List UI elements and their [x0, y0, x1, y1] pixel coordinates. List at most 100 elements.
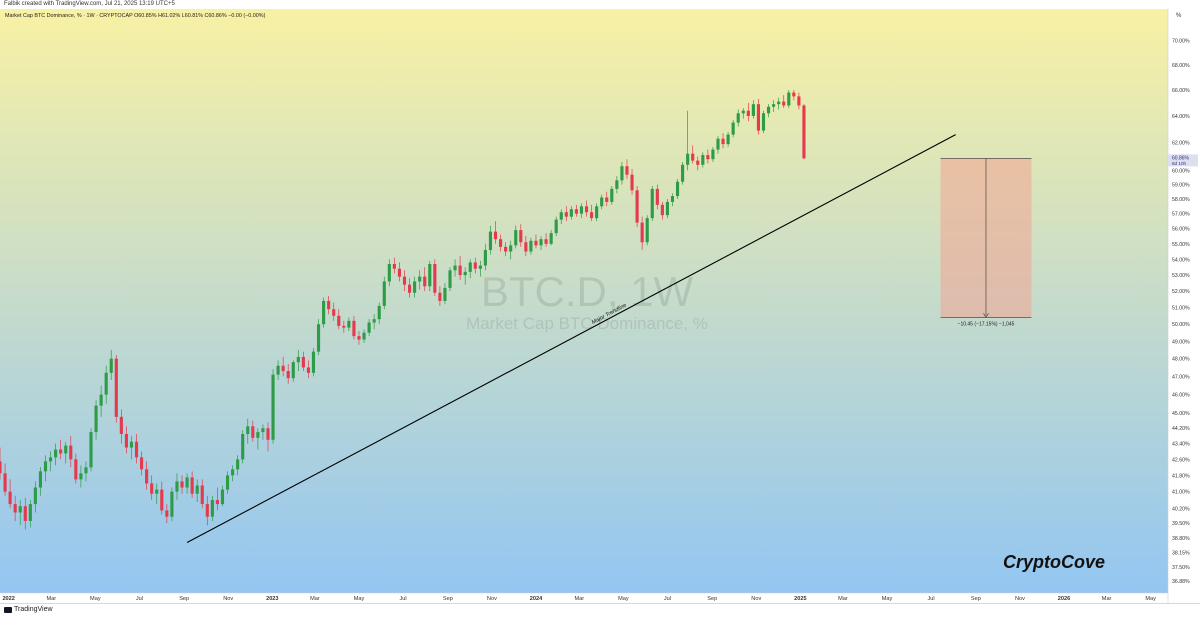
x-tick-label: Mar	[46, 596, 56, 602]
tradingview-logo[interactable]: TradingView	[4, 606, 53, 613]
candle-down	[756, 98, 761, 135]
y-tick-label: 41.80%	[1172, 473, 1190, 479]
candle-up	[766, 104, 771, 118]
candle-body	[276, 365, 280, 375]
candle-body	[84, 467, 88, 474]
x-tick-label: Jul	[664, 596, 671, 602]
candle-body	[134, 441, 139, 458]
candle-up	[155, 483, 159, 505]
candle-body	[402, 276, 407, 285]
candle-down	[519, 224, 523, 247]
candle-body	[640, 222, 644, 243]
major-trendline[interactable]	[186, 134, 956, 544]
candle-up	[296, 349, 300, 372]
candle-body	[281, 365, 285, 372]
candle-down	[205, 495, 209, 526]
candle-body	[792, 92, 796, 97]
candle-body	[114, 358, 118, 417]
candle-up	[443, 283, 447, 305]
candle-body	[8, 491, 12, 505]
candle-body	[650, 188, 654, 219]
candle-down	[327, 296, 331, 315]
candle-body	[13, 504, 17, 513]
candle-down	[180, 475, 184, 494]
candle-up	[610, 186, 614, 205]
candle-body	[357, 336, 361, 340]
candle-body	[625, 166, 629, 175]
candle-body	[387, 263, 391, 282]
candle-body	[686, 153, 690, 165]
candle-up	[549, 230, 553, 246]
candle-up	[777, 97, 781, 110]
candle-down	[119, 409, 123, 444]
x-tick-label: 2024	[530, 596, 543, 602]
y-tick-label: 62.00%	[1172, 141, 1190, 147]
candle-body	[286, 371, 290, 379]
candle-up	[413, 276, 417, 298]
candle-body	[499, 239, 503, 247]
candle-up	[382, 276, 386, 310]
candle-up	[43, 455, 48, 482]
candle-up	[48, 451, 53, 472]
y-tick-label: 38.15%	[1172, 550, 1190, 556]
candle-body	[170, 491, 174, 517]
candle-body	[746, 110, 750, 116]
x-tick-label: May	[1145, 596, 1156, 602]
price-axis-panel[interactable]	[1168, 9, 1200, 603]
candle-down	[493, 221, 498, 244]
symbol-legend[interactable]: Market Cap BTC Dominance, % · 1W · CRYPT…	[5, 13, 266, 19]
candle-up	[514, 225, 518, 249]
price-badge-layer: 60.86%6d 10h	[1168, 154, 1198, 167]
y-tick-label: 49.00%	[1172, 339, 1190, 345]
candle-up	[33, 481, 37, 513]
y-tick-label: 59.00%	[1172, 183, 1190, 189]
x-tick-label: Nov	[223, 596, 233, 602]
candle-body	[306, 367, 311, 373]
candle-body	[256, 432, 260, 438]
candle-up	[716, 135, 720, 154]
y-tick-label: 44.20%	[1172, 426, 1190, 432]
candle-up	[225, 471, 230, 494]
candle-body	[23, 506, 27, 521]
x-tick-label: 2025	[794, 596, 806, 602]
time-axis-panel[interactable]	[0, 593, 1168, 603]
candle-down	[200, 479, 204, 509]
candle-body	[554, 219, 558, 234]
candle-up	[595, 203, 599, 222]
candle-body	[595, 206, 599, 219]
candle-up	[89, 428, 93, 472]
btc-dominance-chart[interactable]: Market Cap BTC Dominance, % · 1W · CRYPT…	[0, 9, 1200, 603]
candle-body	[711, 149, 715, 160]
candle-down	[635, 186, 639, 228]
candle-body	[266, 428, 270, 440]
x-tick-label: May	[618, 596, 629, 602]
chart-area[interactable]: Market Cap BTC Dominance, % · 1W · CRYPT…	[0, 9, 1200, 603]
candle-body	[38, 471, 43, 488]
y-tick-label: 68.00%	[1172, 63, 1190, 69]
candle-body	[3, 473, 7, 492]
candle-up	[736, 109, 740, 127]
candle-up	[463, 267, 467, 285]
candle-body	[468, 262, 472, 272]
projection-layer[interactable]: −10.45 (−17.15%) −1,045	[940, 158, 1032, 327]
candle-up	[170, 487, 174, 521]
candle-body	[362, 332, 366, 340]
candle-body	[635, 190, 639, 223]
candle-body	[579, 206, 584, 214]
candle-down	[458, 256, 462, 280]
x-tick-label: May	[90, 596, 101, 602]
candle-down	[281, 356, 285, 377]
candle-body	[706, 155, 710, 160]
candle-body	[483, 249, 487, 266]
candle-body	[150, 483, 154, 494]
candle-body	[787, 92, 791, 106]
candle-body	[89, 432, 93, 468]
candle-body	[332, 309, 336, 316]
x-tick-label: Mar	[574, 596, 584, 602]
y-tick-label: 60.00%	[1172, 168, 1190, 174]
candle-up	[418, 270, 422, 290]
projection-arrow-head	[983, 313, 989, 318]
candle-body	[397, 268, 402, 277]
time-axis-ticks: 2022 Mar May Jul Sep Nov 2023 Mar May Jul Sep Nov 20…	[2, 596, 1156, 602]
last-price-badge	[1168, 154, 1198, 167]
